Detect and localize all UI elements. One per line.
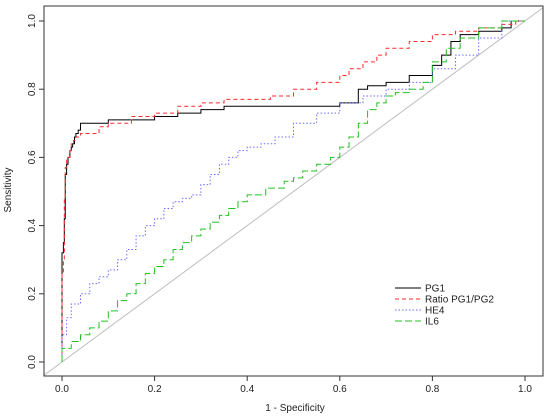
y-axis-title: Sensitivity <box>3 167 14 212</box>
x-tick-label: 0.0 <box>55 384 69 395</box>
legend-label: HE4 <box>425 306 445 317</box>
y-tick-label: 1.0 <box>27 14 38 28</box>
diagonal-reference-line <box>43 7 544 376</box>
series-line-ratio-pg1-pg2 <box>61 20 525 362</box>
y-tick-label: 0.6 <box>27 150 38 164</box>
x-tick-label: 0.2 <box>148 384 162 395</box>
x-axis-title: 1 - Specificity <box>265 403 324 414</box>
y-tick-label: 0.0 <box>27 355 38 369</box>
x-tick-label: 0.8 <box>425 384 439 395</box>
x-tick-label: 1.0 <box>518 384 532 395</box>
legend-label: PG1 <box>425 284 445 295</box>
legend-label: Ratio PG1/PG2 <box>425 295 494 306</box>
y-tick-label: 0.8 <box>27 82 38 96</box>
x-tick-label: 0.4 <box>240 384 254 395</box>
plot-frame <box>43 5 544 377</box>
legend-label: IL6 <box>425 317 439 328</box>
y-tick-label: 0.4 <box>27 218 38 232</box>
series-line-il6 <box>61 20 525 362</box>
x-tick-label: 0.6 <box>333 384 347 395</box>
y-tick-label: 0.2 <box>27 286 38 300</box>
